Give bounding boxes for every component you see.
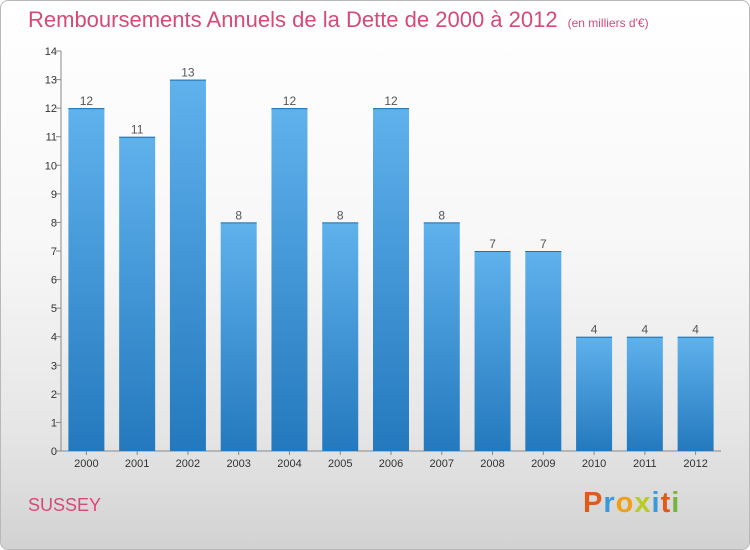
- data-label-2004: 12: [283, 94, 297, 108]
- x-tick-label-2012: 2012: [683, 458, 707, 470]
- chart-data-labels: 12 11 13 8 12 8 12 8 7 7 4 4 4: [80, 66, 700, 337]
- x-tick-label-2008: 2008: [480, 458, 504, 470]
- chart-bars: [68, 79, 714, 452]
- x-tick-label-2007: 2007: [430, 458, 454, 470]
- data-label-2008: 7: [489, 237, 496, 251]
- y-tick-label: 5: [51, 303, 57, 315]
- bar-2003: [220, 222, 257, 451]
- data-label-2005: 8: [337, 208, 344, 222]
- data-label-2010: 4: [591, 323, 598, 337]
- chart-title-text: Remboursements Annuels de la Dette de 20…: [28, 7, 558, 32]
- x-tick-label-2005: 2005: [328, 458, 352, 470]
- bar-2002: [169, 79, 206, 452]
- y-tick-label: 14: [45, 46, 57, 58]
- y-tick-label: 0: [51, 446, 57, 458]
- bar-2005: [322, 222, 359, 451]
- bar-2000: [68, 108, 105, 452]
- data-label-2001: 11: [131, 123, 144, 137]
- y-tick-label: 6: [51, 275, 57, 287]
- y-tick-label: 10: [45, 160, 57, 172]
- x-tick-label-2010: 2010: [582, 458, 606, 470]
- x-tick-label-2006: 2006: [379, 458, 403, 470]
- y-tick-label: 11: [46, 132, 57, 144]
- data-label-2007: 8: [438, 208, 445, 222]
- data-label-2009: 7: [540, 237, 547, 251]
- bar-2004: [271, 108, 308, 452]
- chart-title: Remboursements Annuels de la Dette de 20…: [28, 7, 649, 33]
- commune-name: SUSSEY: [28, 495, 102, 515]
- bar-2001: [119, 136, 156, 451]
- data-label-2012: 4: [692, 323, 699, 337]
- bar-2009: [525, 251, 562, 451]
- x-tick-label-2001: 2001: [125, 458, 149, 470]
- y-tick-label: 2: [51, 389, 57, 401]
- x-tick-label-2009: 2009: [531, 458, 555, 470]
- data-label-2011: 4: [642, 323, 649, 337]
- x-tick-label-2003: 2003: [226, 458, 250, 470]
- data-label-2006: 12: [384, 94, 398, 108]
- bar-2012: [677, 336, 714, 451]
- x-tick-label-2002: 2002: [176, 458, 200, 470]
- y-tick-label: 3: [51, 360, 57, 372]
- y-tick-label: 7: [51, 246, 57, 258]
- x-tick-label-2004: 2004: [277, 458, 301, 470]
- x-tick-label-2000: 2000: [74, 458, 98, 470]
- bar-2007: [423, 222, 460, 451]
- y-tick-label: 13: [45, 75, 57, 87]
- y-tick-label: 8: [51, 217, 57, 229]
- data-label-2003: 8: [235, 208, 242, 222]
- bar-2010: [576, 336, 613, 451]
- bar-2008: [474, 251, 511, 451]
- bar-2006: [373, 108, 409, 452]
- x-tick-label-2011: 2011: [633, 458, 657, 470]
- bar-2011: [626, 336, 663, 451]
- data-label-2000: 12: [80, 94, 94, 108]
- data-label-2002: 13: [181, 66, 195, 80]
- y-tick-label: 4: [51, 332, 57, 344]
- y-tick-label: 12: [45, 103, 57, 115]
- chart-subtitle: (en milliers d'€): [567, 16, 649, 30]
- proxiti-logo: Proxiti: [583, 487, 681, 519]
- y-tick-label: 1: [51, 417, 57, 429]
- y-tick-label: 9: [51, 189, 57, 201]
